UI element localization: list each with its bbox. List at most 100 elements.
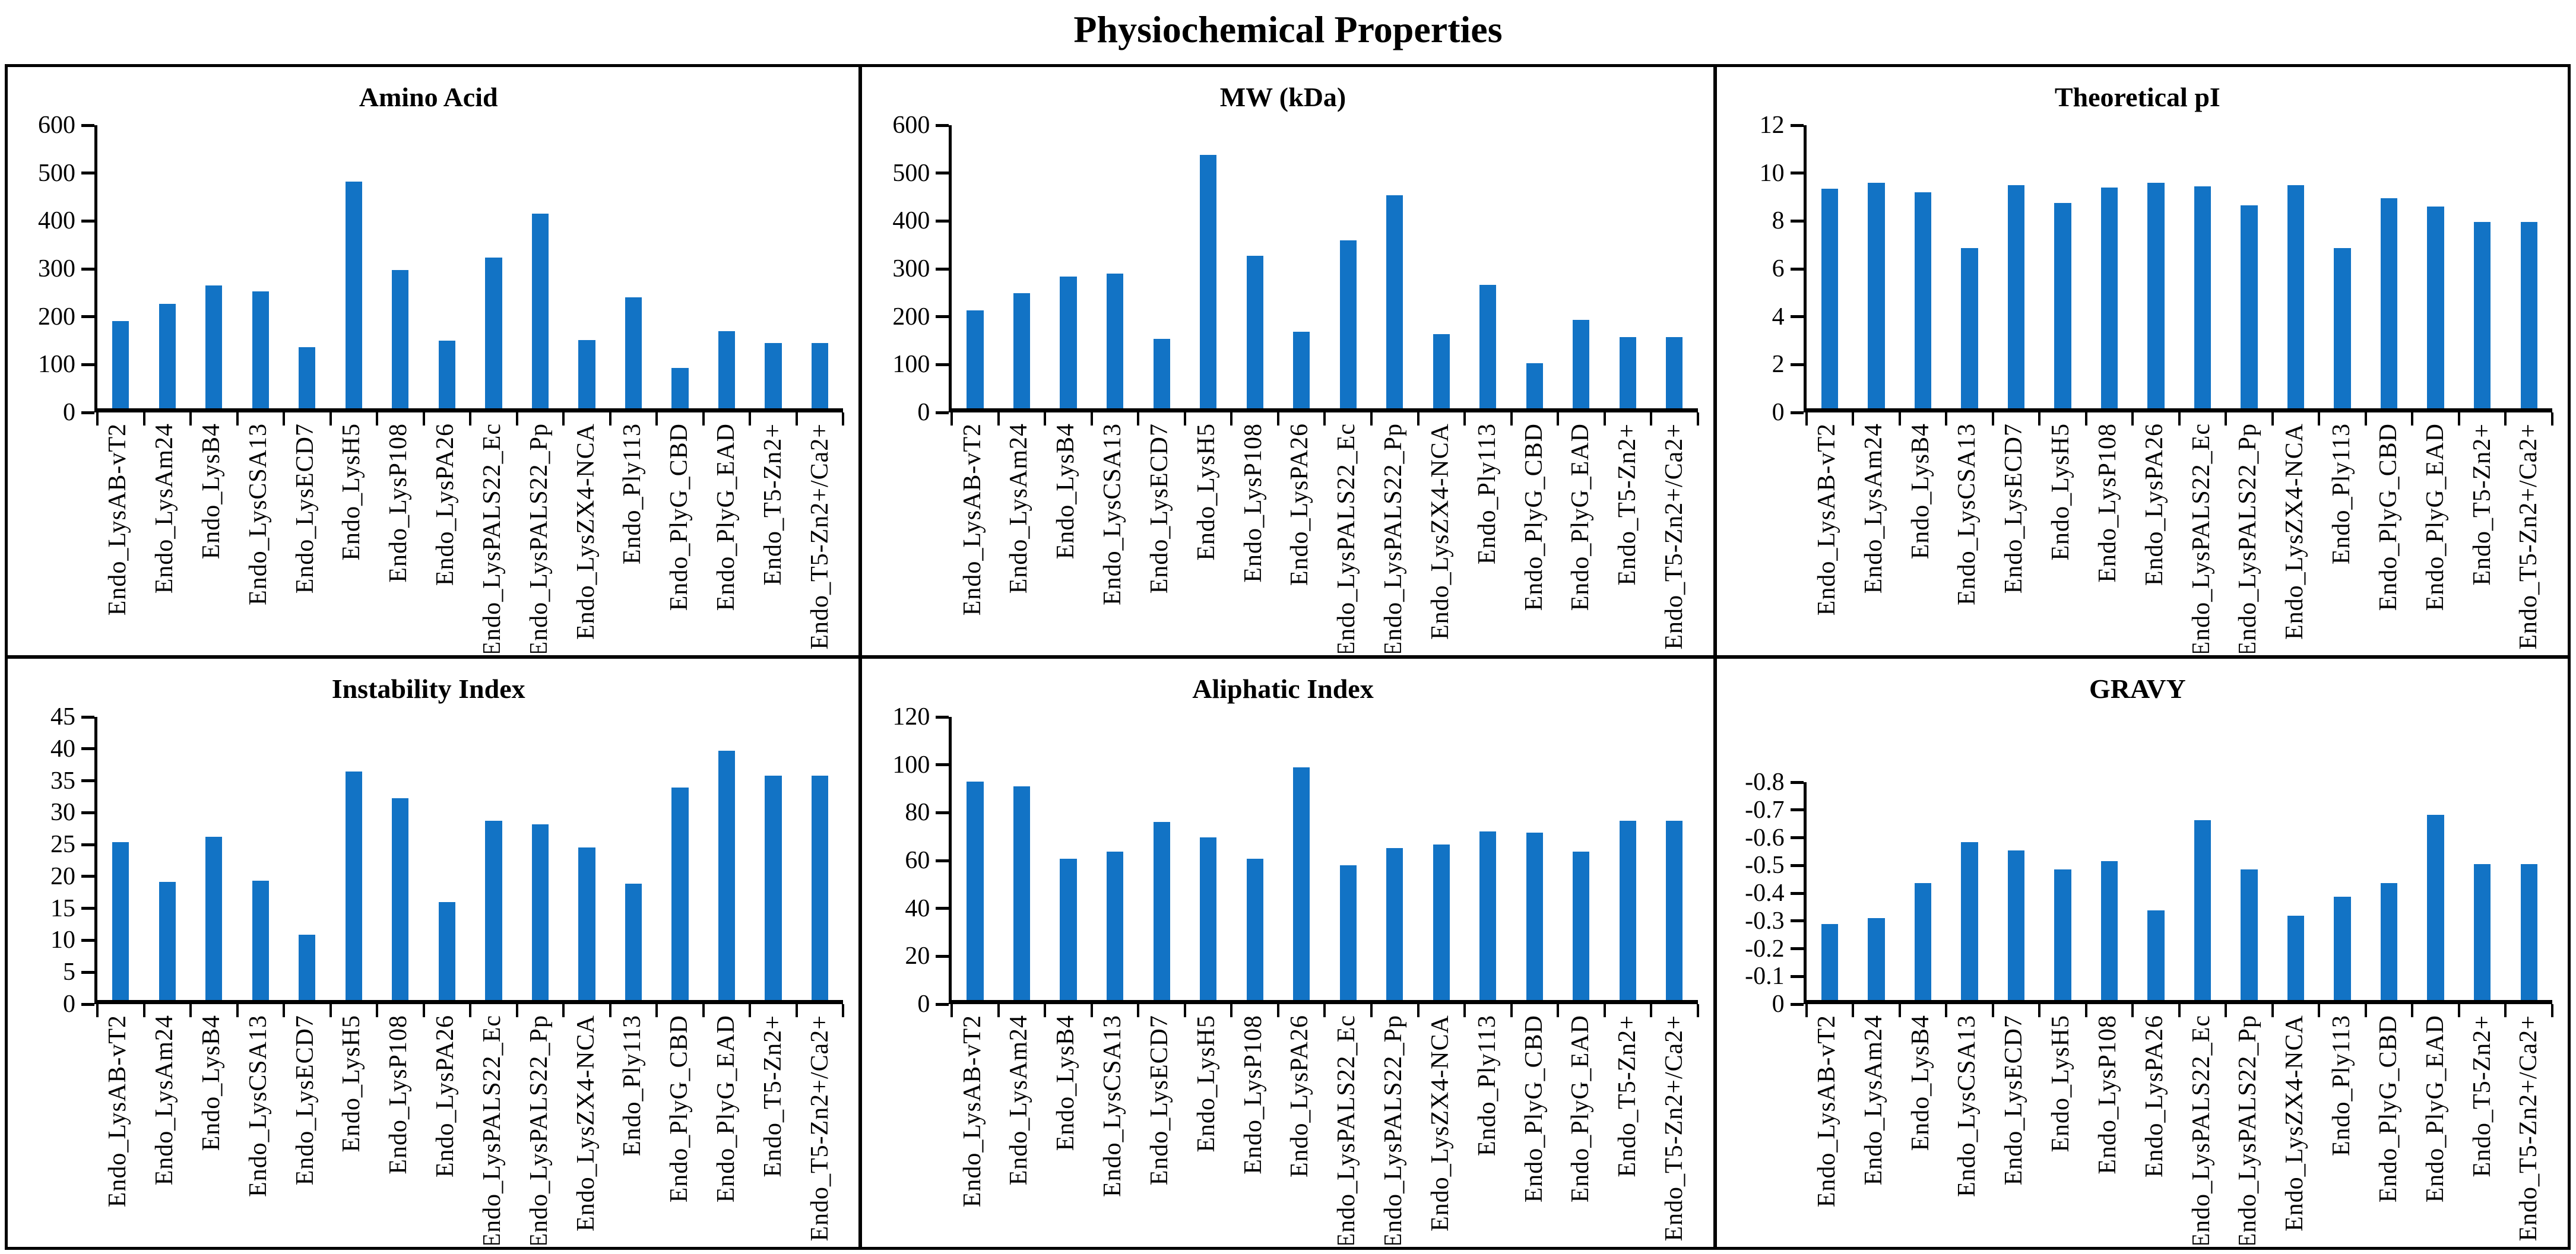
x-label-slot: Endo_LysAm24 [996, 423, 1043, 653]
x-tick-label: Endo_LysPA26 [1286, 1015, 1314, 1178]
bar-endo-t5-zn2-ca2 [811, 343, 829, 408]
x-label-slot: Endo_LysH5 [328, 1015, 375, 1245]
x-label-slot: Endo_PlyG_CBD [1510, 423, 1557, 653]
bar-endo-lysh5 [2054, 203, 2071, 408]
x-tick-label: Endo_LysPA26 [2140, 423, 2168, 586]
x-label-slot: Endo_LysPALS22_Pp [515, 1015, 562, 1245]
y-tick-mark [81, 779, 94, 783]
x-label-slot: Endo_LysPALS22_Pp [1370, 1015, 1417, 1245]
x-tick-mark [1991, 412, 1994, 426]
y-axis: 600 500 400 300 200 100 0 [868, 113, 949, 425]
x-tick-label: Endo_LysCSA13 [1099, 1015, 1127, 1198]
x-label-slot: Endo_T5-Zn2+ [750, 1015, 797, 1245]
x-tick-label: Endo_LysPALS22_Pp [1380, 423, 1408, 653]
bar-endo-lyspals22-pp [1386, 195, 1403, 408]
y-tick-mark [1790, 947, 1804, 950]
bar-slot [1278, 125, 1325, 408]
y-tick: 60 [905, 848, 949, 873]
x-tick-mark [515, 412, 518, 426]
plot-area [1803, 782, 2553, 1017]
bar-slot [2412, 125, 2459, 408]
x-tick-label: Endo_LysCSA13 [1953, 423, 1981, 606]
y-tick: 0 [1772, 400, 1804, 425]
y-tick-label: 80 [905, 799, 930, 827]
bar-endo-t5-zn2 [765, 343, 782, 408]
axis-corner [868, 1004, 949, 1245]
x-tick-label: Endo_LysAB-vT2 [104, 1015, 132, 1208]
bar-endo-ply113 [625, 883, 642, 1000]
bar-endo-lysp108 [2100, 188, 2118, 408]
bar-slot [1993, 125, 2040, 408]
x-axis-labels: Endo_LysAB-vT2 Endo_LysAm24 Endo_LysB4 Endo… [949, 412, 1697, 653]
y-tick: 45 [50, 704, 94, 729]
charts-grid: Amino Acid 600 500 400 300 200 100 0 Endo_LysAB-… [5, 64, 2571, 1250]
x-tick-label: Endo_LysAB-vT2 [1813, 423, 1840, 616]
bar-slot [797, 717, 844, 1000]
y-tick: 300 [892, 256, 949, 281]
x-tick-label: Endo_LysPALS22_Pp [525, 1015, 553, 1245]
y-tick-mark [936, 315, 949, 319]
bar-endo-lysecd7 [299, 934, 316, 1000]
y-tick-mark [81, 747, 94, 751]
x-label-slot: Endo_PlyG_EAD [703, 1015, 750, 1245]
bar-endo-lyspals22-ec [2194, 186, 2211, 408]
x-label-slot: Endo_PlyG_CBD [2365, 1015, 2412, 1245]
y-tick-label: 300 [892, 255, 930, 282]
y-tick-label: 120 [892, 703, 930, 731]
bar-slot [657, 717, 704, 1000]
bar-endo-lysab-vt2 [112, 320, 129, 408]
bar-endo-lysb4 [1914, 192, 1932, 408]
y-tick-mark [936, 267, 949, 271]
x-tick-mark [2411, 1004, 2414, 1017]
x-label-slot: Endo_LysCSA13 [1944, 1015, 1991, 1245]
y-tick: 0 [917, 992, 949, 1017]
x-label-slot: Endo_LysAm24 [1850, 1015, 1897, 1245]
x-label-slot: Endo_LysH5 [2038, 423, 2084, 653]
y-tick-mark [81, 315, 94, 319]
x-tick-label: Endo_LysH5 [338, 423, 366, 561]
y-tick-mark [1790, 974, 1804, 978]
x-tick-label: Endo_PlyG_CBD [1520, 423, 1548, 611]
x-label-slot: Endo_T5-Zn2+ [2458, 1015, 2505, 1245]
bar-slot [1092, 717, 1139, 1000]
bar-slot [517, 125, 564, 408]
x-label-slot: Endo_LysP108 [375, 1015, 422, 1245]
y-tick: 25 [50, 832, 94, 857]
x-tick-label: Endo_LysAm24 [1005, 1015, 1033, 1186]
x-label-slot: Endo_LysP108 [1230, 423, 1276, 653]
bar-slot [1418, 717, 1465, 1000]
x-tick-mark [96, 1004, 99, 1017]
x-tick-label: Endo_LysPA26 [432, 1015, 460, 1178]
bar-slot [1853, 782, 1900, 1000]
y-tick-mark [81, 970, 94, 974]
bar-endo-ply113 [1479, 831, 1497, 1000]
bar-endo-lysab-vt2 [112, 842, 129, 1000]
x-label-slot: Endo_LysPALS22_Ec [2178, 423, 2225, 653]
y-tick-label: -0.8 [1745, 769, 1785, 796]
x-tick-mark [189, 1004, 192, 1017]
bar-slot [284, 125, 331, 408]
y-tick-label: 0 [1772, 990, 1785, 1018]
x-label-slot: Endo_LysH5 [328, 423, 375, 653]
x-tick-label: Endo_LysECD7 [1145, 1015, 1173, 1186]
x-tick-mark [422, 1004, 425, 1017]
bar-endo-lyspals22-ec [485, 257, 502, 408]
bar-endo-t5-zn2 [2474, 863, 2491, 1000]
x-tick-label: Endo_T5-Zn2+/Ca2+ [2515, 423, 2543, 650]
bar-endo-lysam24 [1868, 183, 1885, 408]
x-tick-label: Endo_LysPALS22_Pp [2234, 423, 2262, 653]
bar-slot [424, 125, 471, 408]
y-tick-label: -0.4 [1745, 880, 1785, 907]
x-label-slot: Endo_LysZX4-NCA [1417, 423, 1464, 653]
bar-endo-lysp108 [2100, 861, 2118, 1000]
x-tick-mark [1650, 1004, 1653, 1017]
x-tick-mark [236, 1004, 239, 1017]
y-tick: 5 [63, 960, 94, 985]
y-tick-label: 500 [38, 159, 75, 187]
bar-slot [704, 125, 750, 408]
x-tick-mark [1852, 412, 1855, 426]
x-tick-label: Endo_Ply113 [619, 1015, 647, 1157]
x-label-slot: Endo_LysCSA13 [235, 423, 281, 653]
x-tick-mark [1852, 1004, 1855, 1017]
y-axis: 12 10 8 6 4 2 0 [1723, 113, 1804, 425]
